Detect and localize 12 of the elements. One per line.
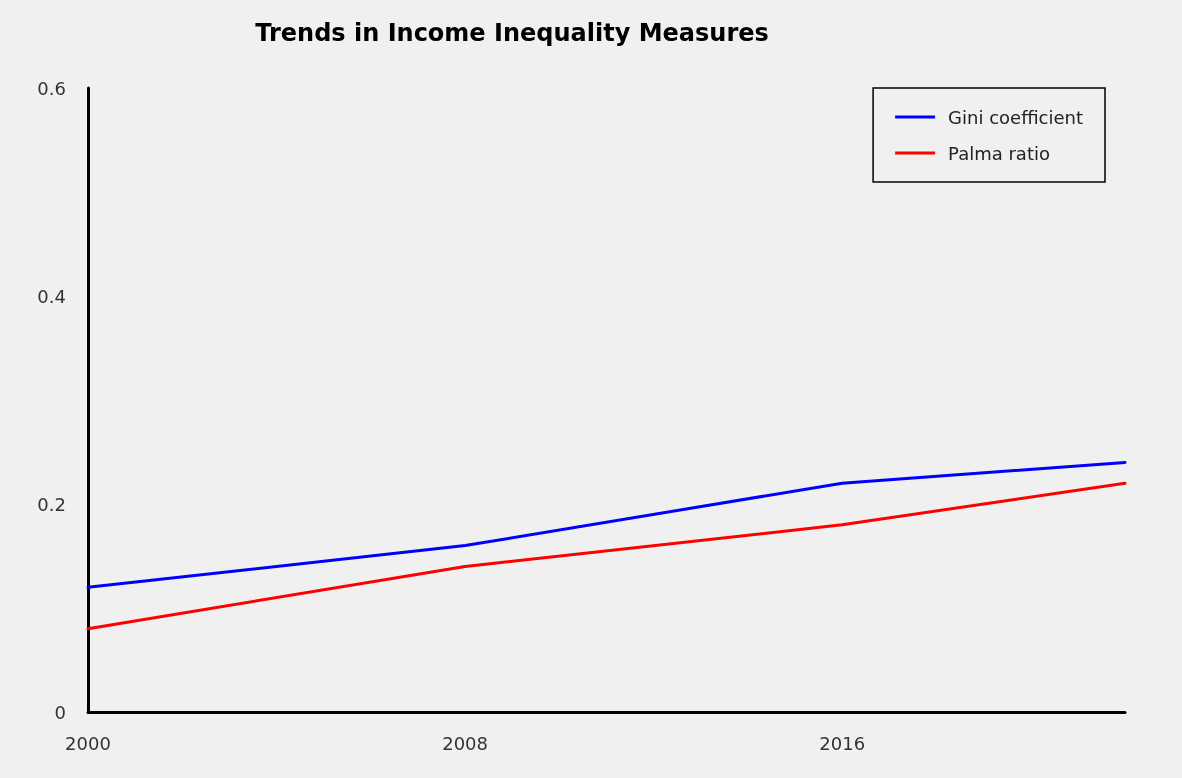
x-tick-label: 2000 (65, 732, 111, 754)
y-tick-label: 0.6 (37, 77, 66, 99)
line-series (86, 460, 1127, 589)
legend-label: Gini coefficient (948, 106, 1083, 128)
y-tick-label: 0.2 (37, 493, 66, 515)
y-tick-label: 0.4 (37, 285, 66, 307)
chart-title: Trends in Income Inequality Measures (255, 19, 769, 47)
line-series (86, 481, 1127, 631)
x-tick-label: 2008 (442, 732, 488, 754)
y-tick-label: 0 (54, 701, 66, 723)
x-tick-label: 2016 (819, 732, 866, 754)
legend-label: Palma ratio (948, 142, 1050, 164)
